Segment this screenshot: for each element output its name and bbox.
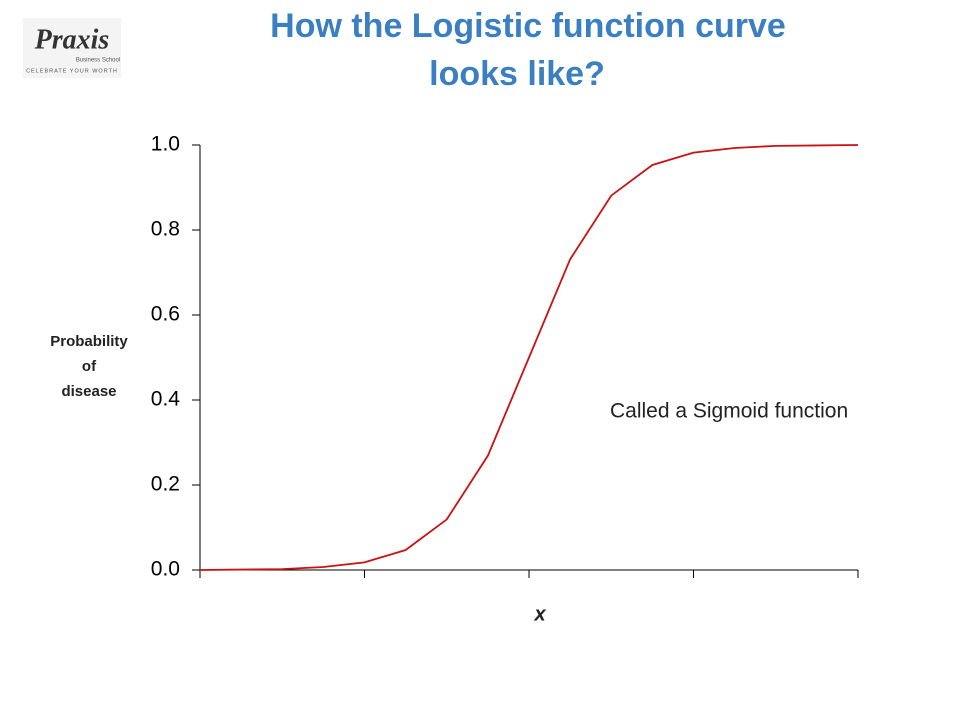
logo: Praxis Business School CELEBRATE YOUR WO… bbox=[23, 18, 121, 78]
logo-name: Praxis bbox=[34, 24, 110, 55]
y-label: of bbox=[82, 358, 97, 375]
y-label: disease bbox=[61, 383, 116, 400]
y-tick-label: 0.6 bbox=[151, 303, 180, 326]
y-tick-label: 0.4 bbox=[151, 388, 181, 411]
y-label: Probability bbox=[50, 333, 128, 350]
x-label: x bbox=[533, 603, 546, 625]
y-tick-label: 1.0 bbox=[151, 133, 180, 156]
y-tick-label: 0.0 bbox=[151, 558, 180, 581]
logo-background bbox=[23, 18, 121, 78]
title-line: How the Logistic function curve bbox=[270, 7, 786, 45]
y-tick-label: 0.2 bbox=[151, 473, 180, 496]
y-tick-label: 0.8 bbox=[151, 218, 180, 241]
curve bbox=[199, 144, 859, 571]
logo-tagline: CELEBRATE YOUR WORTH bbox=[26, 68, 118, 74]
logo-subtitle: Business School bbox=[76, 58, 120, 64]
title-line: looks like? bbox=[429, 55, 605, 93]
annotation: Called a Sigmoid function bbox=[610, 400, 848, 423]
